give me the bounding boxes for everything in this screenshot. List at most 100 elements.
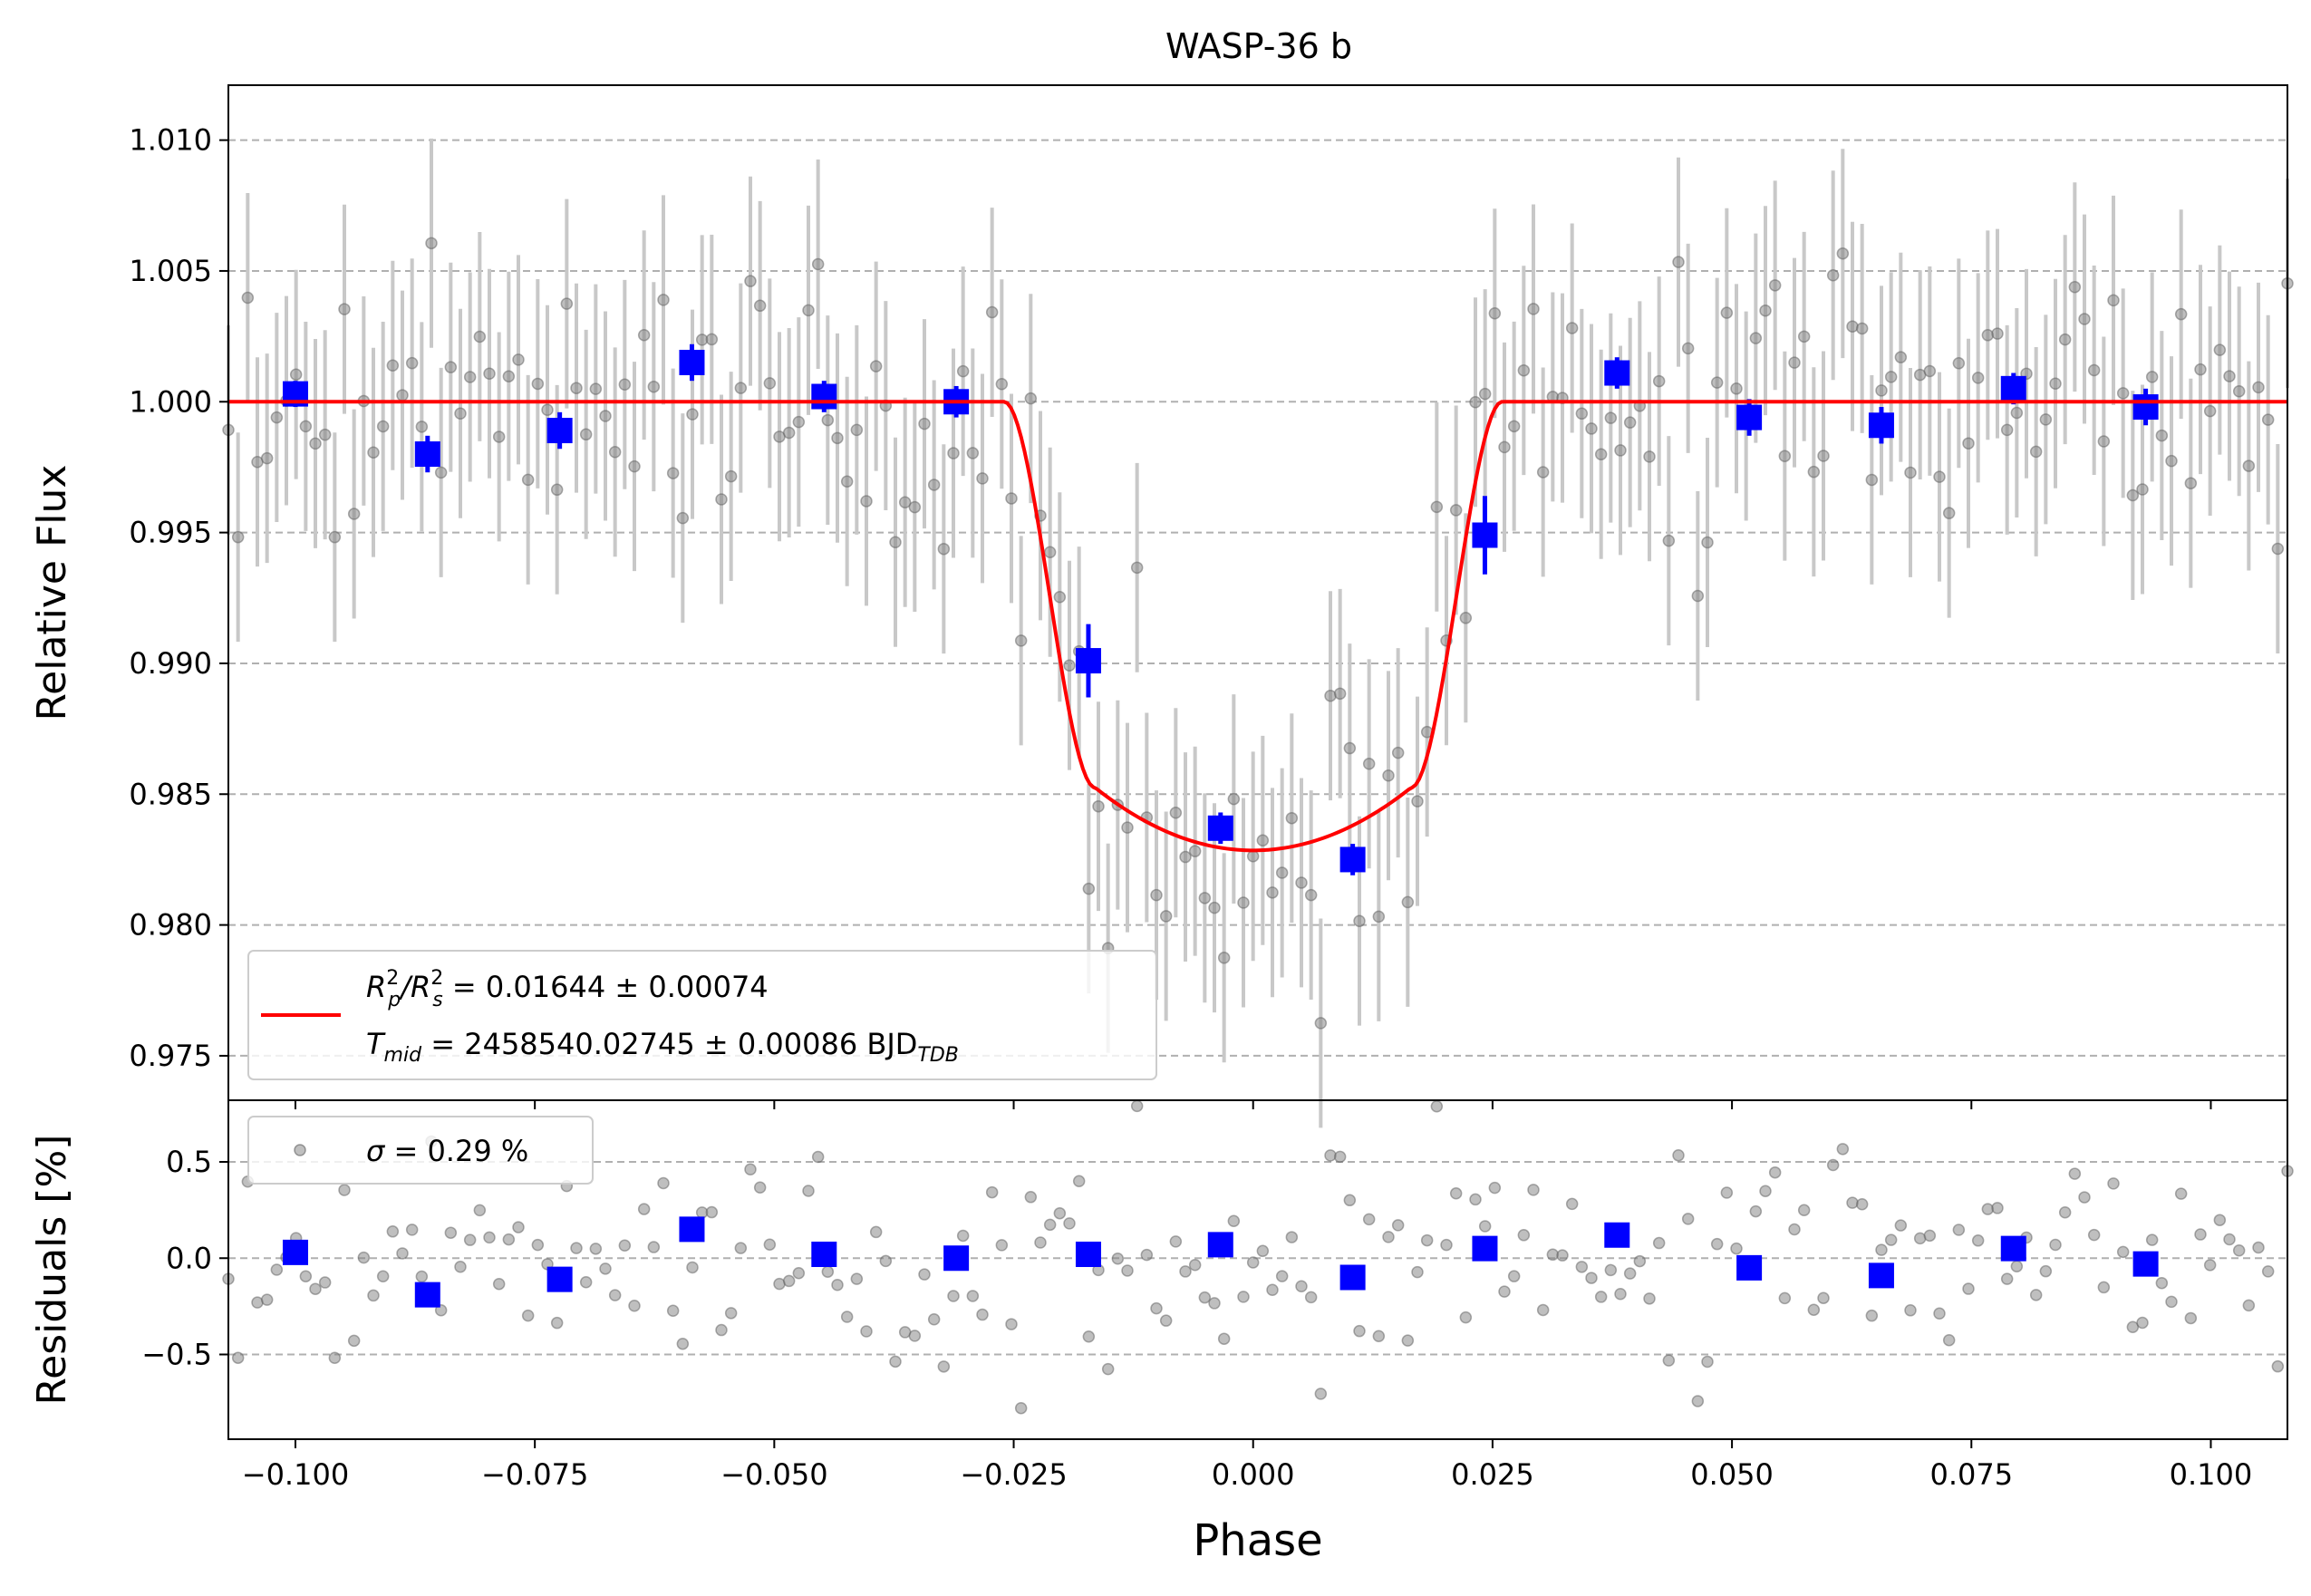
residual-point [1024,1191,1038,1204]
residual-point [2116,1245,2130,1259]
residuals-y-tick-label: 0.0 [166,1241,212,1275]
residual-point [2087,1228,2101,1242]
residual-point [1720,1186,1734,1199]
main-panel: 0.975 0.980 0.985 0.990 0.995 1.000 1.005 1.010… [29,84,2294,1128]
raw-data-point [889,536,902,549]
residual-point [328,1351,342,1364]
residual-point [1594,1291,1608,1303]
binned-residual-point [1472,1235,1498,1262]
legend-rprs-value: = 0.01644 ± 0.00074 [443,970,769,1004]
binned-data-point [1604,360,1630,386]
raw-data-point [2271,542,2285,556]
residual-point [309,1282,322,1295]
residual-point [1778,1291,1792,1305]
raw-data-point [260,451,274,465]
residual-point [1478,1220,1492,1233]
residual-point [1198,1291,1212,1304]
raw-data-point [1295,876,1308,889]
residual-point [1140,1248,1154,1262]
main-y-tick-label: 1.000 [129,384,212,419]
residual-point [608,1289,622,1301]
raw-data-point [1575,407,1589,421]
raw-data-point [1604,411,1618,424]
residuals-raw-data [222,1099,2294,1415]
raw-data-point [1517,363,1531,377]
raw-data-point [1855,322,1869,335]
raw-data-point [2242,459,2256,472]
raw-data-point [1217,952,1231,964]
residual-point [1942,1333,1956,1347]
binned-residual-point [1868,1262,1894,1289]
residual-point [1188,1259,1202,1272]
raw-data-point [724,469,738,483]
raw-data-point [289,368,303,381]
residual-point [628,1300,641,1312]
raw-data-point [541,403,554,416]
residual-point [1043,1218,1057,1232]
residual-point [1507,1270,1521,1282]
residual-point [512,1221,525,1233]
transit-model-curve [228,400,2287,853]
raw-data-point [1904,466,1917,479]
residual-point [1933,1307,1946,1320]
residuals-y-ticks: −0.5 0.0 0.5 [141,1145,228,1372]
raw-data-point [705,333,719,346]
raw-data-point [2155,429,2169,442]
raw-data-point [1498,440,1511,454]
residual-point [473,1204,487,1217]
residuals-y-label: Residuals [%] [29,1135,75,1406]
residual-point [869,1225,883,1239]
raw-data-point [1333,687,1347,701]
raw-data-point [947,447,960,459]
raw-data-point [1807,465,1821,479]
binned-residual-point [546,1266,573,1292]
raw-data-point [1353,914,1366,927]
raw-data-point [1275,866,1289,879]
residual-point [1449,1187,1463,1200]
residuals-legend-value: = 0.29 % [384,1134,528,1168]
raw-data-point [1478,387,1492,401]
residual-point [570,1242,583,1254]
raw-data-point [1672,256,1685,268]
residual-point [1333,1150,1347,1164]
raw-data-point [821,413,835,427]
residual-point [1169,1235,1183,1248]
raw-data-point [1942,507,1956,519]
raw-data-point [1681,342,1695,355]
residual-point [396,1247,409,1260]
main-y-tick-label: 0.985 [129,777,212,811]
raw-data-point [1614,444,1627,457]
raw-data-point [1623,416,1637,429]
raw-data-point [2213,343,2227,356]
raw-data-point [560,297,574,310]
residual-point [1256,1244,1270,1258]
raw-data-point [956,364,970,378]
residual-point [705,1205,719,1219]
raw-data-point [2029,445,2043,459]
x-tick-label: −0.025 [960,1457,1067,1492]
residual-point [763,1238,777,1251]
raw-data-point [1053,591,1067,604]
x-tick-label: −0.100 [242,1457,349,1492]
raw-data-point [570,382,583,394]
residuals-panel: −0.5 0.0 0.5 −0.100 −0.075 −0.050 −0.025 0.000… [29,1099,2294,1566]
raw-data-point [1449,504,1463,517]
residual-point [492,1277,506,1291]
legend-tmid-sub-tdb: TDB [917,1044,958,1067]
residual-point [2049,1238,2062,1252]
residual-point [1391,1219,1405,1232]
residual-point [367,1289,380,1302]
residual-point [637,1203,651,1215]
main-raw-data [222,138,2294,1128]
residual-point [2165,1295,2178,1309]
residual-point [444,1226,458,1239]
residual-point [1343,1194,1357,1207]
residual-point [1710,1237,1724,1251]
residual-point [231,1351,245,1364]
residual-point [1768,1166,1782,1179]
residual-point [2184,1311,2198,1325]
raw-data-point [1759,304,1772,317]
residual-point [831,1278,844,1291]
residuals-legend: σ = 0.29 % [247,1116,594,1185]
